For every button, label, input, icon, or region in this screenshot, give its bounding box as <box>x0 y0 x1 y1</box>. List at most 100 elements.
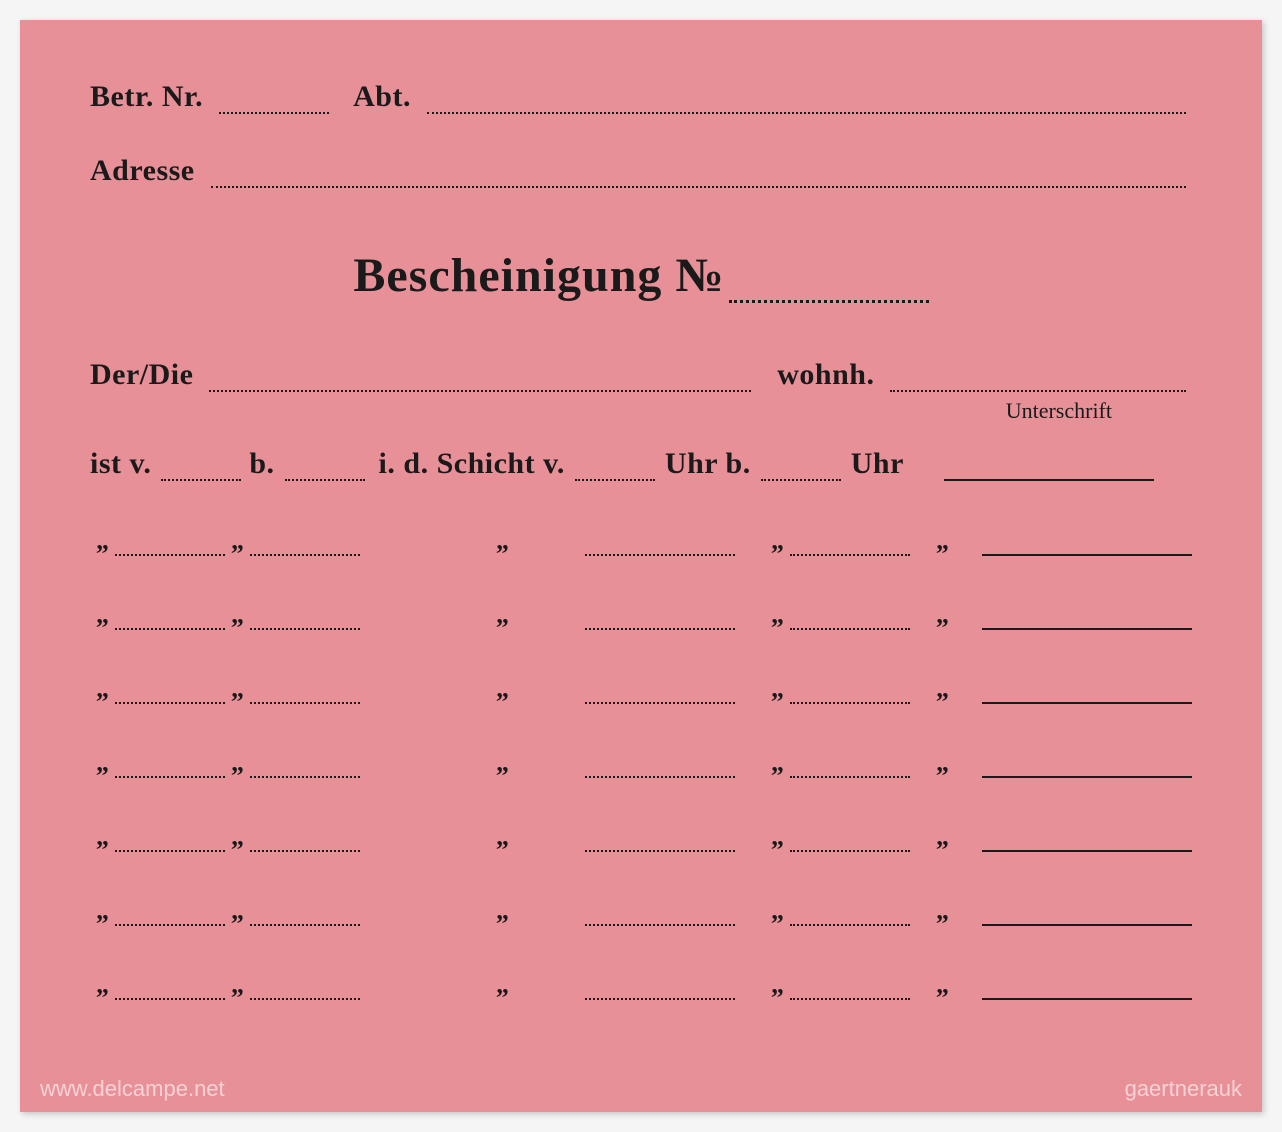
ditto-mark: „ <box>936 600 949 630</box>
ditto-fill <box>585 760 735 778</box>
ditto-mark: „ <box>496 970 509 1000</box>
ditto-mark: „ <box>496 822 509 852</box>
title-text: Bescheinigung № <box>353 249 724 302</box>
wohnh-label: wohnh. <box>777 358 874 392</box>
ditto-fill <box>585 982 735 1000</box>
uhr-b-fill <box>761 463 841 481</box>
title-row: Bescheinigung № <box>90 248 1192 303</box>
ditto-mark: „ <box>496 600 509 630</box>
ditto-fill <box>585 538 735 556</box>
ditto-row: „ „ „ „ „ <box>90 748 1192 778</box>
ditto-sig-fill <box>982 982 1192 1000</box>
der-die-label: Der/Die <box>90 358 193 392</box>
betr-nr-label: Betr. Nr. <box>90 80 203 114</box>
ditto-mark: „ <box>771 822 784 852</box>
ditto-fill <box>115 834 225 852</box>
ditto-fill <box>585 686 735 704</box>
ditto-fill <box>250 686 360 704</box>
ditto-fill <box>115 612 225 630</box>
ditto-mark: „ <box>496 896 509 926</box>
ditto-mark: „ <box>771 896 784 926</box>
ditto-mark: „ <box>496 748 509 778</box>
row-person: Der/Die wohnh. <box>90 358 1192 392</box>
ist-v-fill <box>161 463 241 481</box>
schicht-v-fill <box>575 463 655 481</box>
ditto-fill <box>115 760 225 778</box>
ditto-fill <box>585 908 735 926</box>
watermark-left: www.delcampe.net <box>40 1076 225 1102</box>
ditto-mark: „ <box>496 674 509 704</box>
ditto-fill <box>250 538 360 556</box>
ditto-mark: „ <box>936 674 949 704</box>
ditto-row: „ „ „ „ „ <box>90 970 1192 1000</box>
ditto-sig-fill <box>982 612 1192 630</box>
uhr-label: Uhr <box>851 447 904 481</box>
ditto-mark: „ <box>936 748 949 778</box>
ditto-sig-fill <box>982 834 1192 852</box>
ditto-mark: „ <box>96 970 109 1000</box>
ditto-mark: „ <box>936 896 949 926</box>
ditto-fill <box>250 982 360 1000</box>
ditto-fill <box>790 686 910 704</box>
wohnh-fill <box>890 372 1186 392</box>
ditto-fill <box>790 612 910 630</box>
ditto-mark: „ <box>231 896 244 926</box>
ditto-fill <box>250 908 360 926</box>
ditto-row: „„„„„ <box>90 896 1192 926</box>
ditto-fill <box>115 686 225 704</box>
ditto-fill <box>115 538 225 556</box>
abt-label: Abt. <box>353 80 411 114</box>
b-label: b. <box>249 447 274 481</box>
signature-fill <box>944 461 1154 481</box>
title-number-fill <box>729 284 929 303</box>
ditto-row: „ „ „ „ „ <box>90 526 1192 556</box>
ditto-fill <box>115 908 225 926</box>
row-adresse: Adresse <box>90 154 1192 188</box>
ditto-mark: „ <box>771 526 784 556</box>
ditto-fill <box>790 760 910 778</box>
ditto-mark: „ <box>231 748 244 778</box>
ditto-row: „ „ „ „ „ <box>90 674 1192 704</box>
ditto-fill <box>250 612 360 630</box>
ditto-fill <box>790 982 910 1000</box>
b-fill <box>285 463 365 481</box>
ditto-mark: „ <box>936 526 949 556</box>
ist-v-label: ist v. <box>90 447 151 481</box>
ditto-row: „ „ „ „ „ <box>90 600 1192 630</box>
schicht-label: i. d. Schicht v. <box>379 447 565 481</box>
ditto-rows-container: „„„„„„„„„„„„„„„„„„„„„„„„„„„„„„„„„„„ <box>90 526 1192 1000</box>
ditto-sig-fill <box>982 538 1192 556</box>
ditto-sig-fill <box>982 760 1192 778</box>
ditto-fill <box>585 612 735 630</box>
ditto-mark: „ <box>96 748 109 778</box>
ditto-mark: „ <box>496 526 509 556</box>
ditto-fill <box>790 834 910 852</box>
ditto-mark: „ <box>771 600 784 630</box>
ditto-mark: „ <box>231 822 244 852</box>
ditto-sig-fill <box>982 908 1192 926</box>
ditto-mark: „ <box>771 748 784 778</box>
ditto-mark: „ <box>936 970 949 1000</box>
ditto-mark: „ <box>231 674 244 704</box>
row-betr-abt: Betr. Nr. Abt. <box>90 80 1192 114</box>
ditto-mark: „ <box>96 674 109 704</box>
ditto-mark: „ <box>771 970 784 1000</box>
row-shift-header: ist v. b. i. d. Schicht v. Uhr b. Uhr <box>90 447 1192 481</box>
ditto-mark: „ <box>771 674 784 704</box>
certificate-card: Betr. Nr. Abt. Adresse Bescheinigung № D… <box>20 20 1262 1112</box>
ditto-mark: „ <box>231 600 244 630</box>
ditto-mark: „ <box>231 526 244 556</box>
abt-fill <box>427 94 1186 114</box>
watermark-right: gaertnerauk <box>1125 1076 1242 1102</box>
ditto-mark: „ <box>231 970 244 1000</box>
ditto-fill <box>790 538 910 556</box>
uhr-b-label: Uhr b. <box>665 447 751 481</box>
ditto-fill <box>115 982 225 1000</box>
name-fill <box>209 372 751 392</box>
adresse-fill <box>211 168 1186 188</box>
ditto-row: „„„„„ <box>90 822 1192 852</box>
ditto-mark: „ <box>936 822 949 852</box>
ditto-mark: „ <box>96 600 109 630</box>
ditto-mark: „ <box>96 526 109 556</box>
ditto-fill <box>250 760 360 778</box>
